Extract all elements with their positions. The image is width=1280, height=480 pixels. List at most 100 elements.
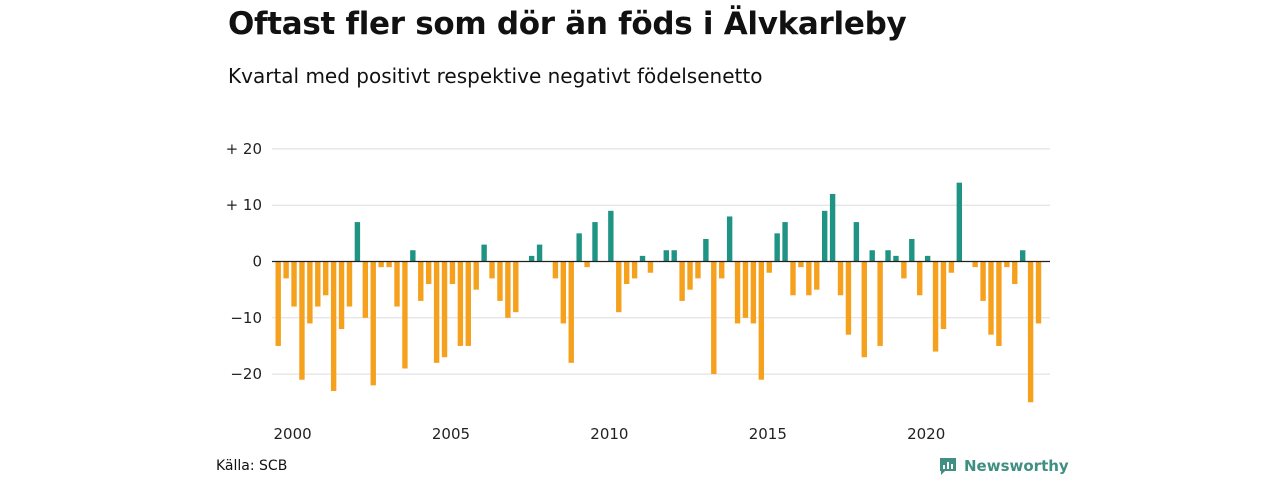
bar xyxy=(616,261,622,313)
bar xyxy=(370,261,376,386)
bar xyxy=(402,261,408,369)
bar xyxy=(497,261,503,301)
bar xyxy=(528,255,535,262)
bar xyxy=(481,244,487,262)
bar xyxy=(449,261,456,285)
y-tick-label: + 20 xyxy=(226,140,262,158)
bar xyxy=(330,261,337,391)
bar xyxy=(1027,261,1034,403)
x-tick-label: 2005 xyxy=(432,425,470,443)
bar xyxy=(917,261,923,296)
bar xyxy=(307,261,313,324)
bar xyxy=(505,261,511,318)
bar xyxy=(806,261,812,296)
bar xyxy=(576,233,582,262)
bar xyxy=(354,222,361,262)
bar xyxy=(901,261,907,279)
bar xyxy=(275,261,281,346)
bar xyxy=(821,210,828,262)
bar xyxy=(948,261,955,273)
bar xyxy=(338,261,345,330)
bar xyxy=(734,261,741,324)
bar xyxy=(853,222,860,262)
bar xyxy=(1004,261,1010,268)
bar xyxy=(909,238,915,262)
bar xyxy=(513,261,519,313)
bar xyxy=(845,261,852,335)
bar xyxy=(584,261,590,268)
bar xyxy=(410,250,416,262)
bar xyxy=(766,261,772,273)
newsworthy-brand[interactable]: Newsworthy xyxy=(938,456,1069,476)
bar xyxy=(885,250,891,262)
bar xyxy=(631,261,638,279)
y-tick-label: 0 xyxy=(252,253,262,271)
bar xyxy=(457,261,464,346)
bar xyxy=(742,261,749,318)
bar xyxy=(378,261,384,268)
bar xyxy=(726,216,733,262)
bar xyxy=(283,261,289,279)
bar xyxy=(568,261,574,363)
bar xyxy=(671,250,677,262)
bar xyxy=(861,261,867,358)
bar xyxy=(608,210,614,262)
bar xyxy=(798,261,804,268)
bar xyxy=(291,261,297,307)
bar xyxy=(1035,261,1042,324)
x-tick-label: 2015 xyxy=(749,425,787,443)
bar xyxy=(956,182,963,262)
bar xyxy=(774,233,780,262)
bar xyxy=(972,261,978,268)
brand-name: Newsworthy xyxy=(964,457,1069,475)
bar xyxy=(663,250,669,262)
x-tick-label: 2020 xyxy=(907,425,945,443)
bar xyxy=(750,261,757,324)
bar xyxy=(418,261,424,301)
bar xyxy=(552,261,559,279)
bar xyxy=(932,261,939,352)
bar xyxy=(536,244,543,262)
bar xyxy=(996,261,1002,346)
bar xyxy=(639,255,646,262)
bar xyxy=(1012,261,1018,285)
x-tick-label: 2000 xyxy=(274,425,312,443)
bar xyxy=(346,261,353,307)
chart-title: Oftast fler som dör än föds i Älvkarleby xyxy=(228,6,907,42)
bar xyxy=(1019,250,1026,262)
bar xyxy=(837,261,844,296)
bar xyxy=(869,250,875,262)
x-tick-label: 2010 xyxy=(590,425,628,443)
bar xyxy=(719,261,725,279)
bar xyxy=(465,261,471,346)
bar xyxy=(988,261,994,335)
bar xyxy=(782,222,788,262)
bar xyxy=(695,261,701,279)
bar xyxy=(489,261,495,279)
bar xyxy=(790,261,796,296)
newsworthy-logo-icon xyxy=(940,458,956,475)
bar xyxy=(877,261,883,346)
bar xyxy=(687,261,693,290)
bar xyxy=(425,261,432,285)
bar xyxy=(940,261,947,330)
y-tick-label: −20 xyxy=(230,365,262,383)
grid-lines xyxy=(272,148,1050,375)
y-tick-label: + 10 xyxy=(226,196,262,214)
bar xyxy=(592,222,598,262)
source-note: Källa: SCB xyxy=(216,458,288,474)
x-axis-labels: 2000 2005 2010 2015 2020 xyxy=(274,425,946,443)
bar xyxy=(394,261,400,307)
bar xyxy=(893,255,899,262)
bar xyxy=(924,255,931,262)
chart-subtitle: Kvartal med positivt respektive negativt… xyxy=(228,64,763,88)
y-axis-labels: + 20 + 10 0 −10 −20 xyxy=(226,140,262,383)
bar xyxy=(362,261,369,318)
bar xyxy=(647,261,654,273)
bar xyxy=(433,261,440,363)
bar xyxy=(623,261,630,285)
bar xyxy=(560,261,567,324)
bar xyxy=(980,261,986,301)
bars xyxy=(272,182,1050,403)
